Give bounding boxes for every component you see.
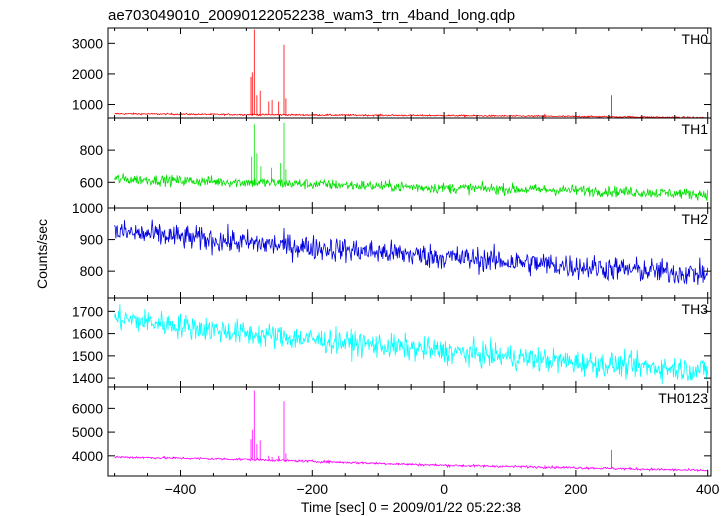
chart-title: ae703049010_20090122052238_wam3_trn_4ban… (108, 7, 515, 24)
panel-label: TH3 (682, 301, 709, 317)
y-tick-label: 4000 (72, 448, 103, 464)
y-tick-label: 1600 (72, 326, 103, 342)
panel-frame (107, 386, 712, 477)
y-tick-label: 800 (80, 263, 104, 279)
y-tick-label: 2000 (72, 66, 103, 82)
panel-label: TH0123 (658, 390, 708, 406)
x-axis-label: Time [sec] 0 = 2009/01/22 05:22:38 (301, 499, 521, 515)
y-tick-label: 800 (80, 142, 104, 158)
panel-th3: 1400 1500 1600 1700 TH3 (72, 297, 712, 388)
panel-label: TH2 (682, 211, 709, 227)
series-line-th1 (114, 122, 709, 201)
panel-th0: 1000 2000 3000 TH0 (72, 27, 712, 119)
y-tick-label: 600 (80, 174, 104, 190)
panel-frame (107, 27, 712, 119)
series-line-th3 (114, 304, 709, 385)
y-tick-label: 1000 (72, 97, 103, 113)
panel-th1: 600 800 TH1 (80, 117, 712, 209)
panel-label: TH1 (682, 121, 709, 137)
series-line-th0 (114, 29, 708, 118)
panel-th2: 800 900 1000 TH2 (72, 200, 712, 299)
x-tick-label: 400 (696, 481, 720, 497)
x-tick-label: −400 (165, 481, 197, 497)
series-line-th0123 (114, 390, 709, 473)
x-tick-label: 0 (440, 481, 448, 497)
y-tick-label: 3000 (72, 35, 103, 51)
y-tick-label: 1500 (72, 348, 103, 364)
y-tick-label: 1000 (72, 200, 103, 216)
y-axis-label: Counts/sec (34, 219, 50, 289)
panel-th0123: 4000 5000 6000 TH0123 (72, 386, 712, 477)
y-tick-label: 5000 (72, 424, 103, 440)
y-tick-label: 6000 (72, 400, 103, 416)
panel-label: TH0 (682, 31, 709, 47)
panel-frame (107, 117, 712, 209)
y-tick-label: 900 (80, 232, 104, 248)
x-tick-label: −200 (297, 481, 329, 497)
y-tick-label: 1400 (72, 370, 103, 386)
y-tick-label: 1700 (72, 303, 103, 319)
panel-frame (107, 297, 712, 388)
x-tick-label: 200 (564, 481, 588, 497)
series-line-th2 (114, 219, 709, 285)
